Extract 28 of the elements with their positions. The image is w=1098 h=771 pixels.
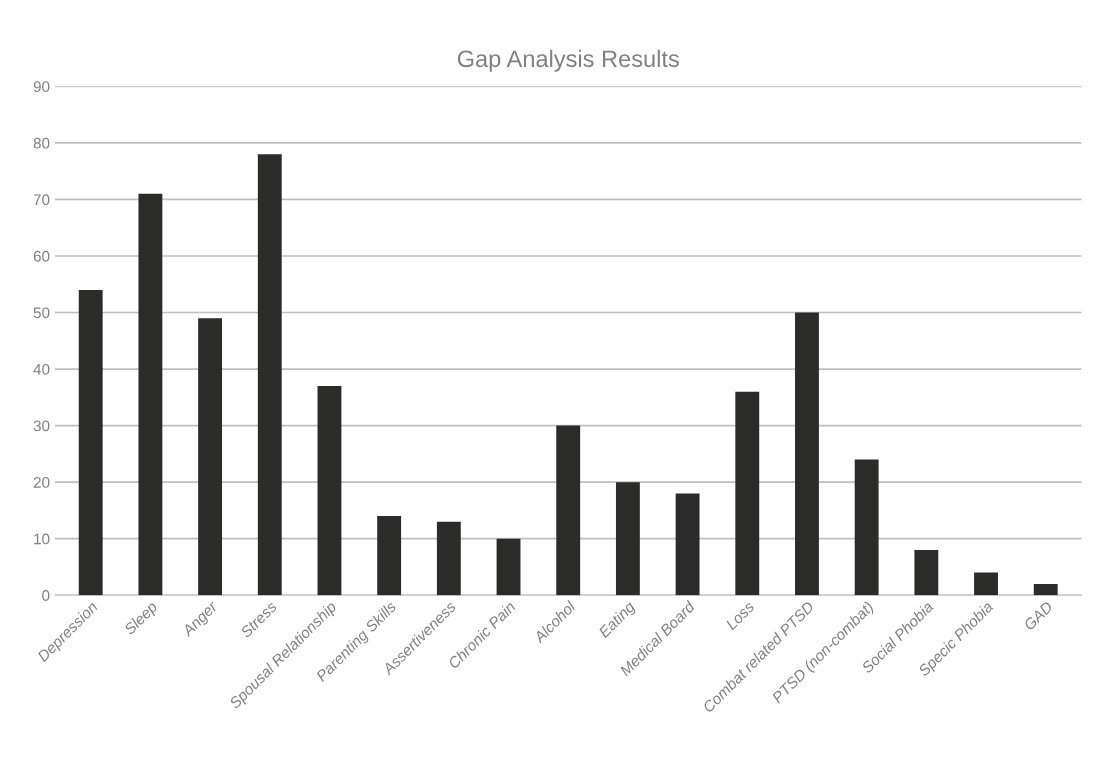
bar [675,493,700,596]
y-tick-label: 60 [33,250,50,262]
y-tick-label: 40 [33,363,50,375]
y-tick-label: 80 [33,137,50,149]
y-tick-label: 20 [33,477,50,488]
bar [974,572,998,596]
bar [795,312,819,596]
bar [257,154,282,596]
bar [496,538,521,596]
y-tick-label: 0 [42,590,50,601]
bar [735,391,760,596]
bar [436,521,461,596]
chart-title: Gap Analysis Results [457,49,679,72]
bar [854,459,879,596]
y-tick-label: 50 [33,307,50,319]
bar [377,516,402,596]
bar [138,193,163,596]
bar [556,425,581,596]
bar [1033,583,1058,596]
y-tick-label: 30 [33,420,50,432]
y-tick-label: 90 [33,81,50,93]
bar [914,549,939,596]
bar [78,289,103,596]
bar [317,386,342,596]
bar [198,318,223,596]
y-tick-label: 70 [33,194,50,206]
y-tick-label: 10 [34,533,50,545]
bar [615,482,640,596]
